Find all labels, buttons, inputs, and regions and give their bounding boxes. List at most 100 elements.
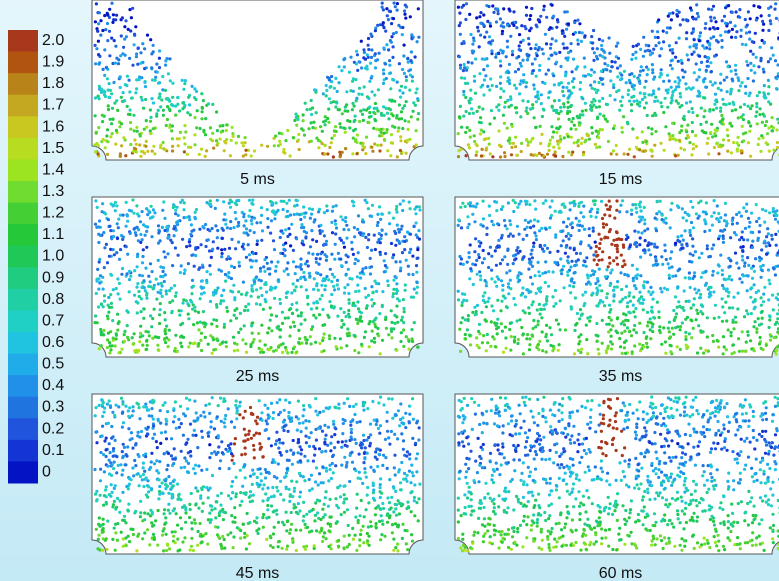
particle xyxy=(106,104,110,108)
particle xyxy=(315,529,319,533)
particle xyxy=(317,262,321,266)
particle xyxy=(645,113,649,118)
particle xyxy=(386,283,390,288)
particle xyxy=(459,257,463,261)
particle xyxy=(726,328,730,332)
particle xyxy=(334,204,338,208)
particle xyxy=(340,112,344,116)
particle xyxy=(479,223,483,227)
particle xyxy=(119,34,123,38)
particle xyxy=(609,328,613,332)
particle xyxy=(699,346,703,350)
particle xyxy=(354,62,358,66)
particle xyxy=(620,126,624,130)
particle xyxy=(572,352,577,356)
particle xyxy=(480,261,485,265)
particle xyxy=(670,48,675,52)
particle xyxy=(739,28,743,32)
particle xyxy=(98,479,103,483)
particle xyxy=(578,251,583,256)
particle xyxy=(727,256,731,260)
particle xyxy=(552,145,556,149)
particle xyxy=(608,51,612,55)
particle xyxy=(484,319,488,323)
particle xyxy=(140,210,144,214)
particle xyxy=(106,88,110,92)
particle xyxy=(257,346,261,350)
particle xyxy=(306,302,310,306)
particle xyxy=(745,23,749,27)
colorbar-label: 0.6 xyxy=(42,334,64,351)
particle xyxy=(659,68,663,72)
particle xyxy=(406,56,410,61)
particle xyxy=(103,146,107,150)
particle xyxy=(186,312,190,316)
particle xyxy=(749,61,753,65)
colorbar-swatch xyxy=(8,332,38,355)
particle xyxy=(561,264,566,268)
particle xyxy=(657,18,661,22)
particle xyxy=(292,212,296,217)
particle xyxy=(521,58,525,62)
particle xyxy=(163,311,167,315)
particle xyxy=(592,97,596,101)
particle xyxy=(279,492,283,496)
particle xyxy=(572,271,576,275)
particle xyxy=(694,43,699,47)
particle xyxy=(590,131,595,135)
particle xyxy=(131,466,135,470)
particle xyxy=(503,154,507,159)
particle xyxy=(456,289,460,293)
particle xyxy=(560,203,564,207)
particle xyxy=(401,126,405,131)
particle xyxy=(604,223,609,227)
particle xyxy=(595,321,599,326)
colorbar-swatch xyxy=(8,73,38,96)
particle xyxy=(160,98,164,102)
particle xyxy=(585,282,589,286)
particle xyxy=(651,290,655,294)
particle xyxy=(540,307,544,312)
particle xyxy=(584,264,588,268)
particle xyxy=(540,247,545,251)
particle xyxy=(561,154,565,159)
particle xyxy=(144,144,148,148)
particle xyxy=(176,253,180,257)
particle xyxy=(174,333,178,337)
particle xyxy=(768,333,772,337)
particle xyxy=(738,238,742,242)
particle xyxy=(621,320,625,324)
particle xyxy=(510,49,515,54)
particle xyxy=(215,337,219,341)
particle xyxy=(472,134,476,138)
particle xyxy=(604,275,608,279)
particle xyxy=(258,269,263,273)
particle xyxy=(592,258,596,262)
particle xyxy=(333,242,337,246)
particle xyxy=(758,335,762,340)
colorbar-swatch xyxy=(8,30,38,53)
particle xyxy=(578,87,582,91)
particle xyxy=(103,246,107,250)
particle xyxy=(216,246,220,250)
particle xyxy=(496,298,500,302)
particle xyxy=(624,81,628,85)
particle xyxy=(382,259,386,263)
particle xyxy=(144,266,148,270)
particle xyxy=(518,33,522,37)
particle xyxy=(209,334,213,338)
particle xyxy=(663,96,667,100)
particle xyxy=(536,48,540,52)
particle xyxy=(395,210,399,214)
particle xyxy=(401,298,405,302)
particle xyxy=(139,240,143,244)
particle xyxy=(632,83,637,88)
particle xyxy=(593,142,598,146)
particle xyxy=(362,451,366,455)
particle xyxy=(106,140,110,144)
particle xyxy=(487,252,491,256)
particle xyxy=(591,41,595,45)
particle xyxy=(760,38,764,43)
particle xyxy=(334,345,338,349)
particle xyxy=(265,208,269,212)
